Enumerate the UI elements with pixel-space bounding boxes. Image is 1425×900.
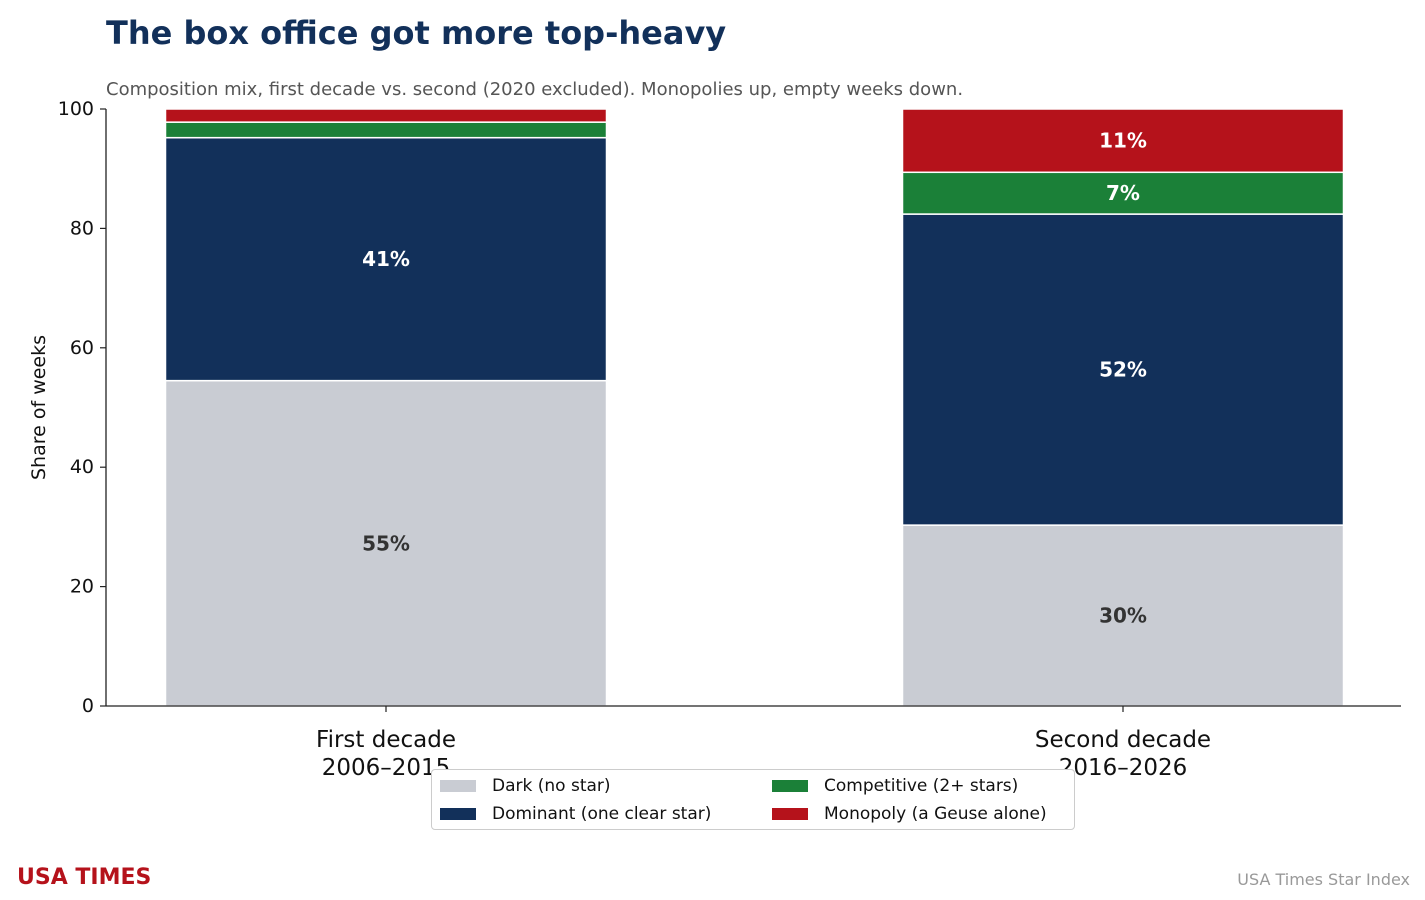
bar-segment-1-1	[901, 213, 1345, 526]
bar-segment-0-3	[164, 108, 608, 123]
legend-swatch-competitive	[772, 780, 808, 792]
x-tick-label-1-line2: 2016–2026	[1059, 755, 1188, 781]
chart-title: The box office got more top-heavy	[106, 14, 727, 52]
legend-item-dark: Dark (no star)	[440, 776, 611, 796]
data-labels-layer: 55% 41% 30% 52% 7% 11%	[362, 129, 1147, 628]
y-tick-label-40: 40	[70, 456, 94, 478]
legend-swatch-monopoly	[772, 808, 808, 820]
x-tick-label-0-line2: 2006–2015	[322, 755, 451, 781]
legend-label-competitive: Competitive (2+ stars)	[824, 776, 1019, 796]
legend: Dark (no star) Dominant (one clear star)…	[431, 769, 1075, 830]
bar-segment-0-0	[164, 379, 608, 707]
data-label-1-1: 52%	[1099, 358, 1147, 382]
legend-item-monopoly: Monopoly (a Geuse alone)	[772, 804, 1047, 824]
legend-label-monopoly: Monopoly (a Geuse alone)	[824, 804, 1047, 824]
x-tick-label-1-line1: Second decade	[1035, 727, 1211, 753]
legend-label-dark: Dark (no star)	[492, 776, 611, 796]
bar-segment-0-2	[164, 121, 608, 139]
legend-swatch-dominant	[440, 808, 476, 820]
data-label-1-3: 11%	[1099, 129, 1147, 153]
y-tick-label-60: 60	[70, 337, 94, 359]
x-tick-label-0-line1: First decade	[316, 727, 456, 753]
data-label-1-0: 30%	[1099, 604, 1147, 628]
legend-swatch-dark	[440, 780, 476, 792]
bars-layer	[164, 108, 1345, 707]
chart-subtitle: Composition mix, first decade vs. second…	[106, 79, 964, 100]
bar-segment-1-3	[901, 108, 1345, 174]
y-tick-label-80: 80	[70, 217, 94, 239]
bar-segment-1-0	[901, 524, 1345, 707]
legend-item-dominant: Dominant (one clear star)	[440, 804, 711, 824]
y-tick-label-100: 100	[58, 98, 94, 120]
data-label-0-0: 55%	[362, 531, 410, 555]
legend-item-competitive: Competitive (2+ stars)	[772, 776, 1018, 796]
y-tick-label-0: 0	[82, 695, 94, 717]
legend-label-dominant: Dominant (one clear star)	[492, 804, 712, 824]
y-tick-label-20: 20	[70, 576, 94, 598]
bar-segment-1-2	[901, 171, 1345, 215]
data-label-0-1: 41%	[362, 247, 410, 271]
brand-logo-text: USA TIMES	[17, 865, 152, 890]
bar-segment-0-1	[164, 136, 608, 382]
data-label-1-2: 7%	[1106, 181, 1140, 205]
y-axis-label: Share of weeks	[28, 335, 50, 480]
source-credit: USA Times Star Index	[1237, 870, 1410, 889]
